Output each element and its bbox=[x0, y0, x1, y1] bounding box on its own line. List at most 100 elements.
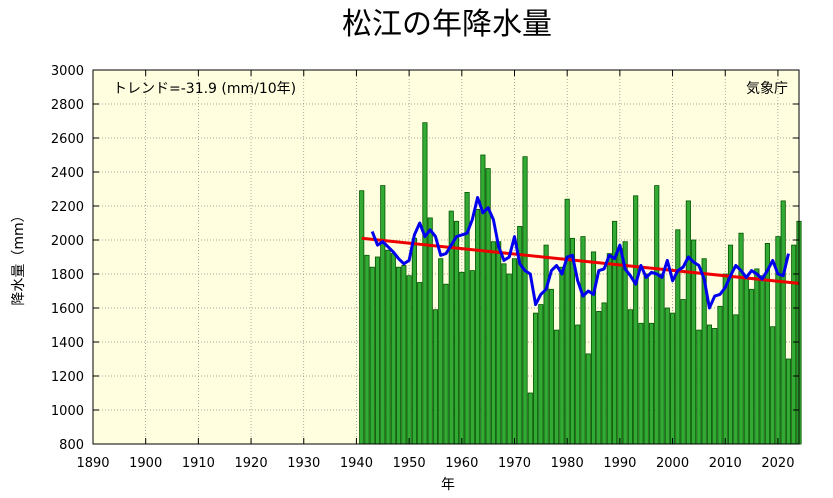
bar bbox=[575, 324, 581, 445]
bars bbox=[359, 122, 802, 445]
y-tick-label: 2200 bbox=[51, 200, 84, 215]
bar bbox=[417, 282, 423, 445]
bar bbox=[738, 232, 744, 445]
bar bbox=[754, 268, 760, 445]
bar bbox=[759, 275, 765, 445]
source-label: 気象庁 bbox=[746, 81, 788, 97]
bar bbox=[411, 237, 417, 445]
bar bbox=[743, 276, 749, 445]
x-tick-label: 1930 bbox=[287, 456, 320, 471]
bar bbox=[369, 266, 375, 445]
y-tick-label: 1200 bbox=[51, 370, 84, 385]
bar bbox=[691, 239, 697, 445]
y-tick-label: 1600 bbox=[51, 302, 84, 317]
bar bbox=[643, 273, 649, 445]
bar bbox=[522, 156, 528, 445]
bar bbox=[606, 253, 612, 445]
trend-label: トレンド=-31.9 (mm/10年) bbox=[113, 81, 296, 97]
bar bbox=[654, 185, 660, 445]
bar bbox=[648, 322, 655, 445]
bar bbox=[791, 244, 797, 445]
bar bbox=[406, 275, 412, 445]
grid bbox=[93, 70, 799, 444]
bar bbox=[633, 195, 639, 445]
bar bbox=[453, 220, 460, 445]
x-tick-label: 1910 bbox=[182, 456, 215, 471]
trend-line bbox=[361, 236, 800, 285]
bar bbox=[480, 154, 486, 445]
y-tick-label: 2600 bbox=[51, 132, 84, 147]
bar bbox=[696, 329, 702, 445]
bar bbox=[580, 236, 586, 445]
x-tick-label: 1990 bbox=[603, 456, 636, 471]
chart-title: 松江の年降水量 bbox=[342, 7, 552, 42]
bar bbox=[601, 302, 607, 445]
y-tick-label: 1000 bbox=[51, 404, 84, 419]
bar bbox=[380, 185, 386, 445]
bar bbox=[543, 244, 549, 445]
bar bbox=[669, 312, 676, 445]
x-tick-label: 1950 bbox=[393, 456, 426, 471]
x-tick-label: 1940 bbox=[340, 456, 373, 471]
bar bbox=[770, 326, 776, 445]
bar bbox=[469, 270, 475, 445]
bar bbox=[564, 198, 570, 445]
y-axis: 800 1000 1200 1400 1600 1800 2000 2200 2400 2600 2… bbox=[51, 64, 799, 453]
bar bbox=[675, 229, 681, 445]
bar bbox=[432, 309, 439, 445]
x-tick-label: 2010 bbox=[709, 456, 742, 471]
bar bbox=[749, 288, 755, 445]
bar bbox=[374, 256, 381, 445]
bar bbox=[554, 329, 560, 445]
bar bbox=[733, 314, 739, 445]
bar bbox=[427, 217, 433, 445]
bar bbox=[401, 265, 407, 445]
bar bbox=[364, 254, 370, 445]
bar bbox=[717, 305, 723, 445]
x-tick-label: 1900 bbox=[129, 456, 162, 471]
bar bbox=[538, 304, 544, 445]
bar bbox=[438, 258, 444, 445]
bar bbox=[664, 307, 670, 445]
bar bbox=[638, 322, 644, 445]
bar bbox=[617, 248, 623, 445]
bar bbox=[585, 353, 591, 445]
bar bbox=[490, 241, 496, 445]
y-tick-label: 2000 bbox=[51, 234, 84, 249]
x-tick-label: 1980 bbox=[551, 456, 584, 471]
y-axis-label: 降水量（mm） bbox=[11, 208, 27, 305]
bar bbox=[390, 253, 396, 445]
bar bbox=[443, 283, 449, 445]
bar bbox=[548, 288, 554, 445]
y-tick-label: 3000 bbox=[51, 64, 84, 79]
bar bbox=[459, 271, 465, 445]
bar bbox=[627, 309, 633, 445]
bar bbox=[511, 258, 518, 445]
x-tick-label: 2020 bbox=[761, 456, 794, 471]
bar bbox=[780, 200, 786, 445]
bar bbox=[722, 273, 728, 445]
bar bbox=[501, 263, 507, 445]
moving-average-line bbox=[370, 196, 790, 310]
bar bbox=[496, 241, 502, 445]
bar bbox=[422, 122, 428, 445]
bar bbox=[533, 312, 539, 445]
x-tick-label: 1920 bbox=[235, 456, 268, 471]
y-tick-label: 2400 bbox=[51, 166, 84, 181]
bar bbox=[706, 324, 712, 445]
x-tick-label: 1890 bbox=[76, 456, 109, 471]
y-tick-label: 2800 bbox=[51, 98, 84, 113]
bar bbox=[506, 273, 512, 445]
bar bbox=[659, 273, 665, 445]
x-tick-label: 2000 bbox=[656, 456, 689, 471]
x-tick-label: 1970 bbox=[498, 456, 531, 471]
bar bbox=[475, 208, 481, 445]
x-axis-label: 年 bbox=[441, 477, 455, 493]
bar bbox=[396, 266, 402, 445]
x-axis: 1890 1900 1910 1920 1930 1940 1950 1960 1970 1980… bbox=[76, 70, 794, 471]
bar bbox=[527, 392, 533, 445]
x-tick-label: 1960 bbox=[445, 456, 478, 471]
bar bbox=[680, 299, 686, 445]
y-tick-label: 1800 bbox=[51, 268, 84, 283]
